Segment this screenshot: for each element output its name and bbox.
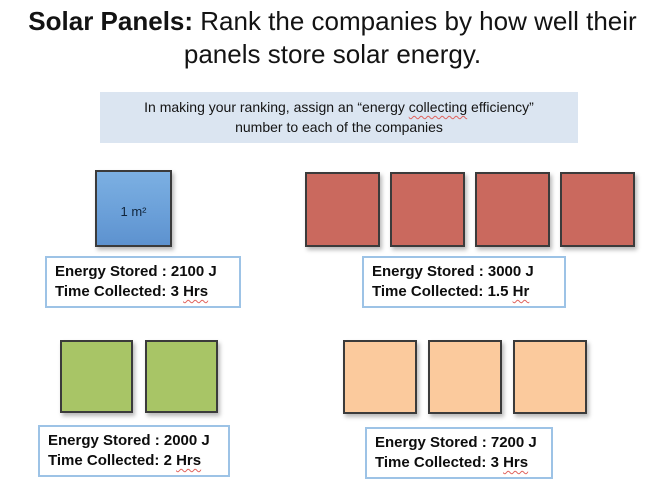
panel-area-label: 1 m² [120,204,147,219]
solar-panel-square [343,340,417,414]
spellcheck-word: Hr [512,282,530,300]
time-collected-line: Time Collected: 1.5 Hr [372,282,556,302]
info-box-orange: Energy Stored : 7200 J Time Collected: 3… [365,427,553,479]
solar-panel-square [475,172,550,247]
title-rest-segment: Rank the companies by how well their [193,6,637,36]
time-collected-text: Time Collected: 3 [375,453,504,471]
info-box-red: Energy Stored : 3000 J Time Collected: 1… [362,256,566,308]
energy-stored-line: Energy Stored : 2100 J [55,263,217,280]
instruction-line-2: number to each of the companies [235,119,443,136]
title-line-1: Solar Panels: Rank the companies by how … [0,5,665,38]
solar-panel-square [145,340,218,413]
panel-group-green [60,340,218,413]
instruction-segment-post: efficiency” [467,99,534,115]
solar-panel-square [560,172,635,247]
energy-stored-line: Energy Stored : 2000 J [48,432,210,449]
time-collected-line: Time Collected: 3 Hrs [55,282,231,302]
time-collected-text: Time Collected: 2 [48,451,177,469]
panel-group-orange [343,340,587,414]
title-bold-segment: Solar Panels: [28,6,194,36]
spellcheck-word: Hrs [176,451,202,469]
instruction-segment-pre: In making your ranking, assign an “energ… [144,99,409,115]
time-collected-line: Time Collected: 3 Hrs [375,453,543,473]
solar-panel-square [513,340,587,414]
page-title: Solar Panels: Rank the companies by how … [0,5,665,72]
panel-group-blue: 1 m² [95,170,172,247]
solar-panel-square [60,340,133,413]
energy-stored-line: Energy Stored : 7200 J [375,434,537,451]
solar-panel-square [428,340,502,414]
solar-panel-square: 1 m² [95,170,172,247]
instruction-box: In making your ranking, assign an “energ… [100,92,578,143]
time-collected-text: Time Collected: 1.5 [372,282,513,300]
energy-stored-line: Energy Stored : 3000 J [372,263,534,280]
panel-group-red [305,172,635,247]
info-box-blue: Energy Stored : 2100 J Time Collected: 3… [45,256,241,308]
spellcheck-word: collecting [408,99,468,115]
time-collected-line: Time Collected: 2 Hrs [48,451,220,471]
instruction-line-1: In making your ranking, assign an “energ… [108,97,570,117]
spellcheck-word: Hrs [503,453,529,471]
info-box-green: Energy Stored : 2000 J Time Collected: 2… [38,425,230,477]
time-collected-text: Time Collected: 3 [55,282,184,300]
solar-panel-square [305,172,380,247]
title-line-2: panels store solar energy. [183,39,482,70]
solar-panel-square [390,172,465,247]
spellcheck-word: Hrs [183,282,209,300]
